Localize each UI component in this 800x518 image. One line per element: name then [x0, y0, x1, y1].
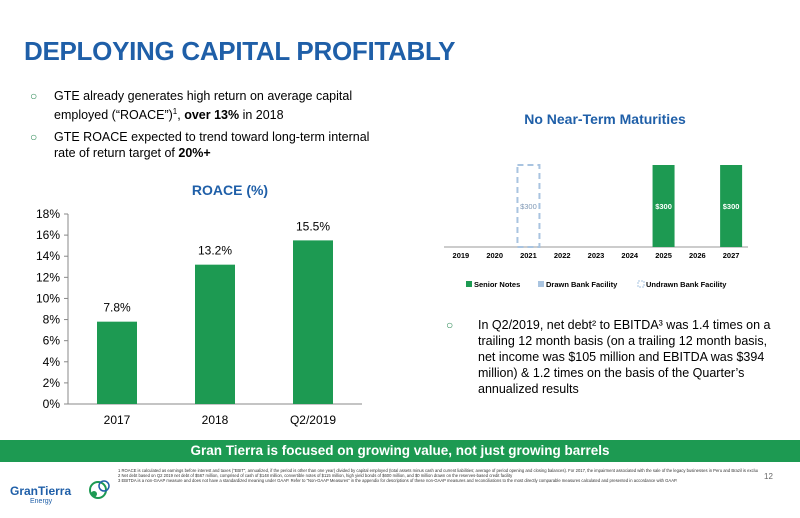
- bullet-text: GTE ROACE expected to trend toward long-…: [54, 130, 370, 161]
- x-tick-label: 2018: [202, 413, 229, 427]
- data-label: 7.8%: [103, 301, 131, 315]
- roace-bar: [293, 240, 333, 404]
- maturities-chart: 2019 2020 2021 $300 2022 2023 2024 2025 $300 2026…: [444, 164, 748, 289]
- logo-name: GranTierra: [10, 484, 72, 498]
- x-tick-label: Q2/2019: [290, 413, 336, 427]
- x-tick-label: 2017: [104, 413, 131, 427]
- footnote: 1 ROACE is calculated as earnings before…: [118, 468, 758, 473]
- debt-note-text: In Q2/2019, net debt² to EBITDA³ was 1.4…: [478, 318, 771, 396]
- y-tick-label: 12%: [36, 270, 60, 284]
- x-tick-label: 2019: [453, 251, 470, 260]
- legend-swatch: [538, 281, 544, 287]
- bullet-text: GTE already generates high return on ave…: [54, 89, 353, 123]
- circle-bullet-icon: ○: [30, 130, 38, 145]
- x-tick-label: 2022: [554, 251, 571, 260]
- bullet-item: ○ GTE already generates high return on a…: [30, 88, 390, 123]
- y-tick-label: 4%: [43, 355, 61, 369]
- bullet-item: ○ GTE ROACE expected to trend toward lon…: [30, 129, 390, 161]
- legend-label: Drawn Bank Facility: [546, 280, 618, 289]
- y-tick-label: 10%: [36, 291, 60, 305]
- circle-bullet-icon: ○: [30, 89, 38, 103]
- legend-swatch: [637, 280, 645, 288]
- maturities-chart-title: No Near-Term Maturities: [524, 111, 686, 127]
- x-tick-label: 2025: [655, 251, 672, 260]
- data-label: $300: [655, 202, 672, 211]
- roace-chart: 0% 2% 4% 6% 8% 10% 12% 14% 16% 18% 7.8% 2017 13.2% 20…: [36, 207, 362, 427]
- footnote: 2 Net debt based on Q2 2019 net debt of …: [118, 473, 513, 478]
- footnote: 3 EBITDA is a non-GAAP measure and does …: [118, 478, 678, 483]
- undrawn-facility-bar: [516, 164, 541, 248]
- x-tick-label: 2020: [486, 251, 503, 260]
- x-tick-label: 2026: [689, 251, 706, 260]
- roace-bar: [195, 264, 235, 404]
- y-tick-label: 0%: [43, 397, 61, 411]
- logo-subtitle: Energy: [30, 498, 53, 505]
- roace-bar: [97, 321, 137, 404]
- legend-swatch: [466, 281, 472, 287]
- company-logo: [89, 480, 110, 499]
- y-tick-label: 18%: [36, 207, 60, 221]
- debt-note: ○ In Q2/2019, net debt² to EBITDA³ was 1…: [446, 317, 776, 397]
- banner: Gran Tierra is focused on growing value,…: [0, 440, 800, 462]
- senior-notes-bar: [720, 165, 743, 247]
- x-tick-label: 2027: [723, 251, 740, 260]
- x-tick-label: 2023: [588, 251, 605, 260]
- y-tick-label: 16%: [36, 228, 60, 242]
- data-label: $300: [520, 202, 537, 211]
- circle-bullet-icon: ○: [446, 318, 454, 332]
- page-number: 12: [764, 472, 773, 481]
- x-tick-label: 2021: [520, 251, 537, 260]
- y-tick-label: 8%: [43, 313, 61, 327]
- senior-notes-bar: [652, 165, 675, 247]
- y-tick-label: 14%: [36, 249, 60, 263]
- y-tick-label: 6%: [43, 334, 61, 348]
- legend-label: Senior Notes: [474, 280, 520, 289]
- data-label: $300: [723, 202, 740, 211]
- data-label: 15.5%: [296, 219, 330, 233]
- y-tick-label: 2%: [43, 376, 61, 390]
- page-title: DEPLOYING CAPITAL PROFITABLY: [24, 36, 456, 66]
- data-label: 13.2%: [198, 244, 232, 258]
- bullet-list: ○ GTE already generates high return on a…: [30, 88, 390, 167]
- roace-chart-title: ROACE (%): [191, 182, 269, 198]
- x-tick-label: 2024: [621, 251, 639, 260]
- legend-label: Undrawn Bank Facility: [646, 280, 727, 289]
- footnotes: 1 ROACE is calculated as earnings before…: [118, 468, 758, 483]
